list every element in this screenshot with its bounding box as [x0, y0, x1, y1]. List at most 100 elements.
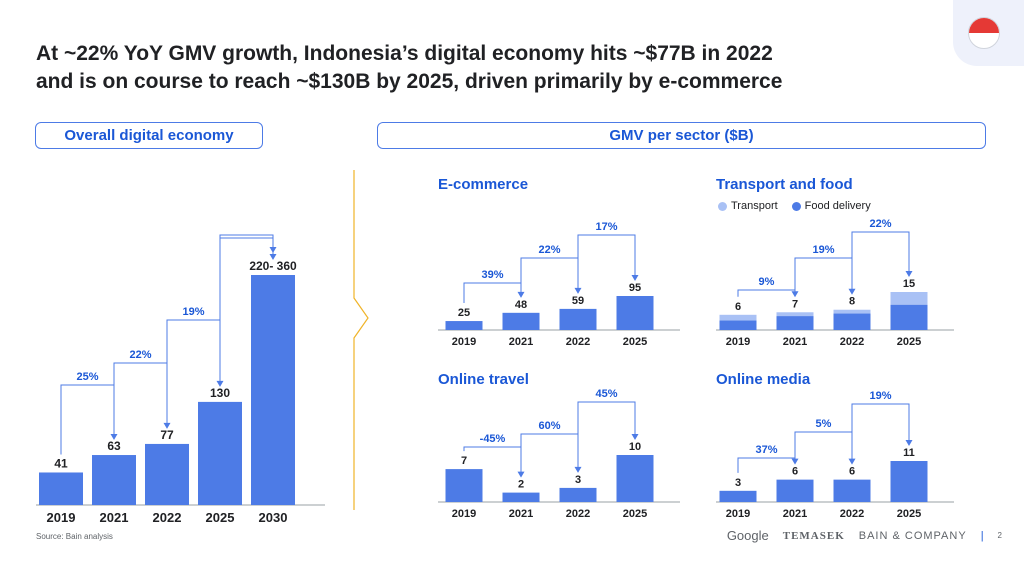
transport-food-bar-food-2022 — [833, 313, 871, 330]
overall-growth-label-2: 19% — [182, 306, 204, 318]
online-media-bar-2025 — [890, 461, 928, 502]
online-travel-tick-2022: 2022 — [566, 508, 590, 520]
title-line-2: and is on course to reach ~$130B by 2025… — [36, 70, 783, 93]
overall-bar-2022 — [145, 443, 189, 505]
transport-food-chart: Transport and food 2019 6 2021 7 2022 8 2025 15 9… — [716, 175, 954, 355]
overall-value-2030: 220- 360 — [249, 259, 297, 273]
ecommerce-svg: 2019 25 2021 48 2022 59 2025 95 39% 22% 17% — [438, 221, 680, 348]
online-media-tick-2025: 2025 — [897, 508, 921, 520]
ecommerce-growth-label-1: 22% — [538, 244, 560, 256]
ecommerce-bar-2022 — [559, 308, 597, 330]
overall-svg: 2019 41 2021 63 2022 77 2025 130 2030 220- 360 25%… — [36, 234, 325, 525]
overall-value-2021: 63 — [107, 439, 121, 453]
ecommerce-chart-title: E-commerce — [438, 176, 529, 193]
online-media-growth-label-0: 37% — [755, 444, 777, 456]
transport-food-svg: 2019 6 2021 7 2022 8 2025 15 9% 19% 22% — [716, 218, 954, 348]
online-media-tick-2019: 2019 — [726, 508, 750, 520]
overall-tick-2019: 2019 — [47, 510, 76, 525]
transport-food-value-2021: 7 — [792, 298, 798, 310]
transport-food-value-2025: 15 — [903, 278, 915, 290]
legend-label-transport: Transport — [731, 200, 778, 212]
overall-growth-arrow-0 — [60, 384, 115, 455]
online-media-growth-label-1: 5% — [816, 418, 832, 430]
transport-food-bar-transport-2021 — [776, 312, 814, 317]
transport-food-value-2022: 8 — [849, 296, 855, 308]
overall-tick-2025: 2025 — [206, 510, 235, 525]
legend-swatch-transport — [718, 201, 727, 211]
transport-food-growth-label-2: 22% — [869, 218, 891, 230]
overall-header: Overall digital economy — [35, 122, 263, 149]
overall-bar-2021 — [92, 455, 136, 505]
transport-food-growth-arrowhead-2 — [905, 271, 913, 277]
transport-food-bar-transport-2022 — [833, 309, 871, 314]
ecommerce-bar-2019 — [445, 321, 483, 330]
transport-food-tick-2025: 2025 — [897, 336, 921, 348]
sector-header: GMV per sector ($B) — [377, 122, 986, 149]
ecommerce-tick-2022: 2022 — [566, 336, 590, 348]
overall-tick-2030: 2030 — [259, 510, 288, 525]
online-travel-growth-label-2: 45% — [595, 388, 617, 400]
bain-logo: BAIN & COMPANY — [858, 529, 967, 542]
online-travel-bar-2025 — [616, 455, 654, 502]
sector-header-label: GMV per sector ($B) — [609, 127, 754, 144]
overall-bar-2025 — [198, 401, 242, 505]
page-number: 2 — [997, 531, 1002, 540]
overall-value-2019: 41 — [54, 456, 68, 470]
transport-food-bar-food-2025 — [890, 304, 928, 330]
legend-swatch-food — [791, 201, 801, 211]
online-media-growth-arrow-2 — [851, 403, 910, 462]
online-travel-svg: 2019 7 2021 2 2022 3 2025 10 -45% 60% 45% — [438, 388, 680, 520]
overall-chart: 2019 41 2021 63 2022 77 2025 130 2030 220- 360 25%… — [36, 160, 336, 530]
overall-header-label: Overall digital economy — [64, 127, 234, 144]
transport-food-value-2019: 6 — [735, 301, 741, 313]
footer-logos: Google TEMASEK BAIN & COMPANY | 2 — [727, 528, 1002, 543]
ecommerce-growth-arrow-1 — [520, 257, 579, 295]
footer-separator: | — [980, 529, 984, 542]
transport-food-bar-food-2019 — [719, 320, 757, 330]
online-media-growth-arrow-0 — [737, 457, 796, 473]
overall-growth-label-0: 25% — [76, 371, 98, 383]
page-title: At ~22% YoY GMV growth, Indonesia’s digi… — [36, 40, 936, 96]
online-media-tick-2022: 2022 — [840, 508, 864, 520]
overall-growth-arrow-1 — [113, 362, 168, 438]
online-media-value-2025: 11 — [903, 447, 915, 459]
ecommerce-value-2021: 48 — [515, 299, 527, 311]
ecommerce-tick-2025: 2025 — [623, 336, 647, 348]
ecommerce-growth-label-0: 39% — [481, 269, 503, 281]
ecommerce-value-2025: 95 — [629, 282, 641, 294]
indonesia-flag-icon — [968, 17, 1000, 49]
ecommerce-growth-arrow-2 — [577, 234, 636, 291]
transport-food-bar-transport-2019 — [719, 314, 757, 321]
online-media-bar-2019 — [719, 490, 757, 502]
online-travel-growth-label-0: -45% — [480, 433, 506, 445]
overall-value-2025: 130 — [210, 386, 230, 400]
online-travel-growth-arrowhead-2 — [631, 434, 639, 440]
transport-food-growth-arrow-2 — [851, 231, 910, 292]
transport-food-growth-arrowhead-1 — [848, 288, 856, 295]
online-travel-chart: Online travel 2019 7 2021 2 2022 3 2025 10 -45% 60… — [438, 370, 680, 530]
transport-food-legend: Transport Food delivery — [718, 200, 879, 212]
online-travel-bar-2019 — [445, 469, 483, 502]
ecommerce-bar-2025 — [616, 296, 654, 330]
online-travel-chart-title: Online travel — [438, 371, 529, 388]
google-logo: Google — [726, 528, 769, 543]
ecommerce-growth-arrow-0 — [463, 282, 522, 304]
transport-food-tick-2021: 2021 — [783, 336, 807, 348]
transport-food-bar-food-2021 — [776, 316, 814, 330]
overall-growth-label-1: 22% — [129, 349, 151, 361]
online-travel-growth-arrow-1 — [520, 433, 579, 475]
online-media-chart-title: Online media — [716, 371, 811, 388]
overall-growth-arrowhead-2030 — [269, 247, 277, 253]
section-divider-chevron — [353, 170, 369, 510]
online-travel-growth-arrow-2 — [577, 401, 636, 470]
ecommerce-tick-2021: 2021 — [509, 336, 533, 348]
ecommerce-chart: E-commerce 2019 25 2021 48 2022 59 2025 95 39% 22%… — [438, 175, 680, 355]
online-media-growth-arrow-1 — [794, 431, 853, 464]
online-travel-value-2022: 3 — [575, 474, 581, 486]
online-media-value-2019: 3 — [735, 477, 741, 489]
transport-food-bar-transport-2025 — [890, 292, 928, 305]
ecommerce-growth-arrowhead-2 — [631, 275, 639, 281]
online-travel-bar-2021 — [502, 492, 540, 502]
temasek-logo: TEMASEK — [782, 529, 845, 542]
legend-label-food: Food delivery — [804, 200, 871, 212]
